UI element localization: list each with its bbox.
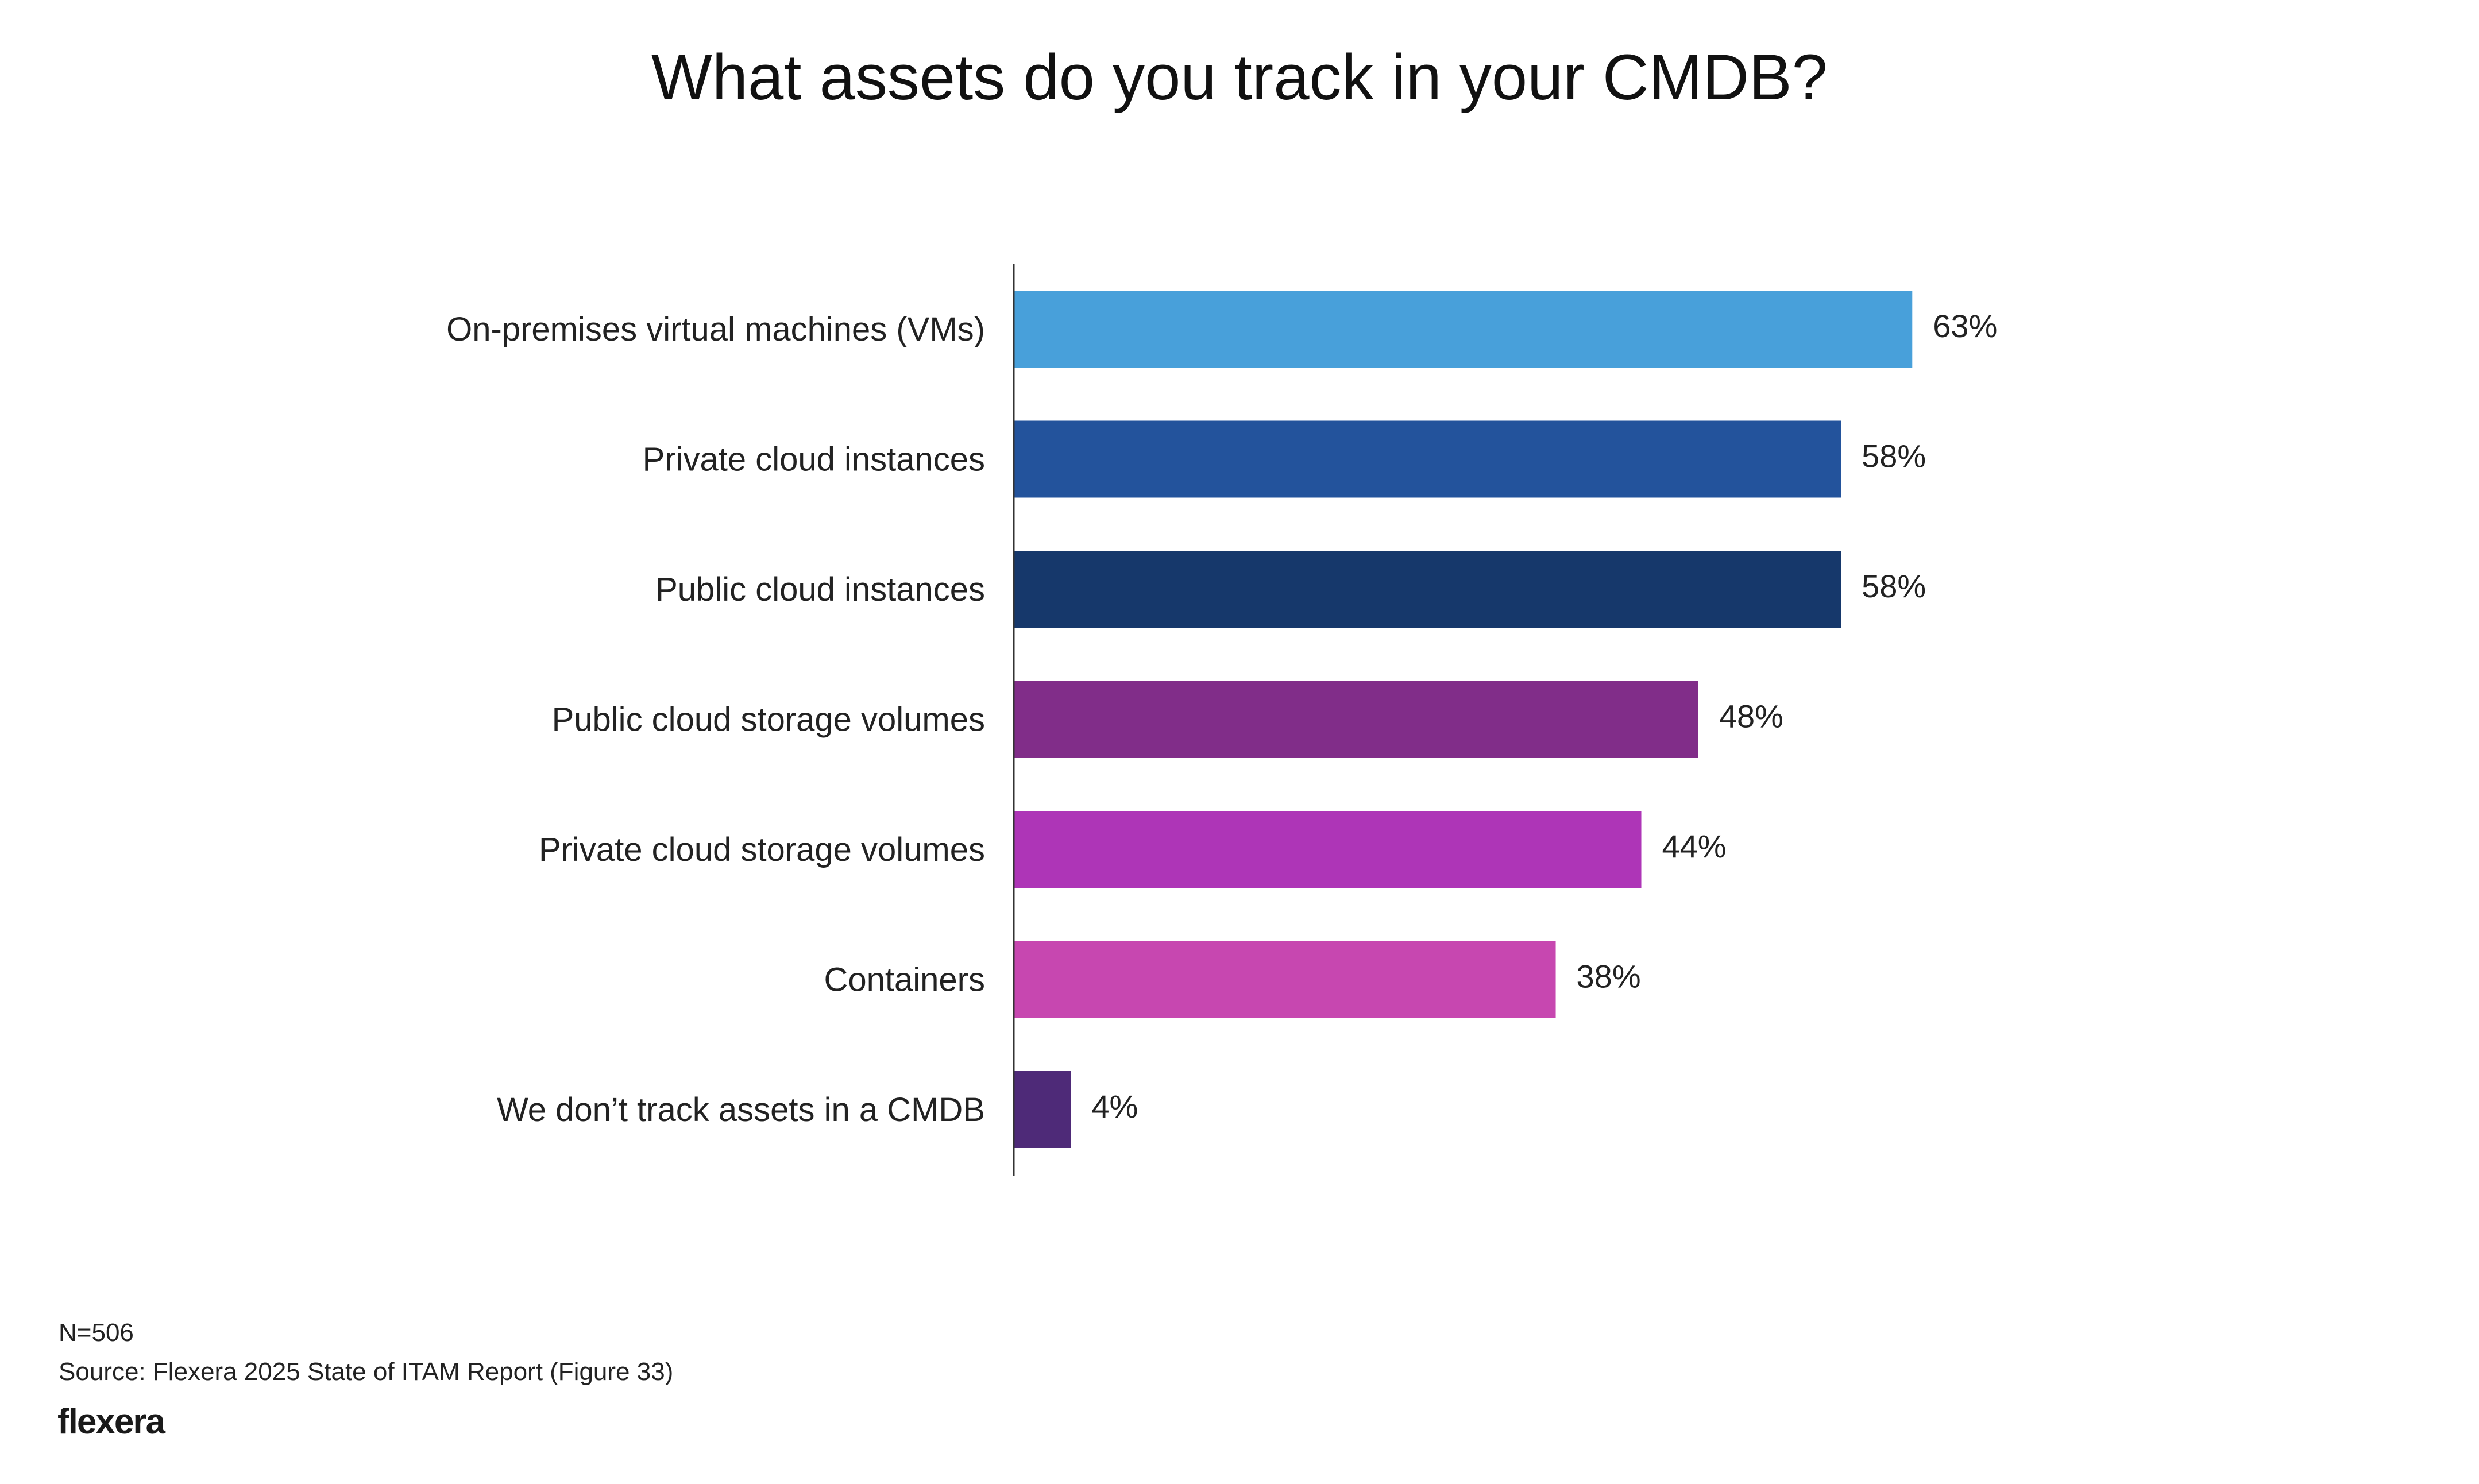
sample-size-note: N=506: [59, 1319, 134, 1347]
bar: [1014, 811, 1642, 888]
category-label: Public cloud storage volumes: [552, 701, 985, 739]
value-label: 44%: [1662, 828, 1727, 864]
chart-title: What assets do you track in your CMDB?: [651, 41, 1828, 113]
bar: [1014, 681, 1698, 758]
category-label: Private cloud storage volumes: [539, 831, 985, 868]
bar: [1014, 291, 1913, 368]
value-label: 63%: [1933, 308, 1997, 344]
value-label: 38%: [1577, 959, 1641, 995]
value-label: 58%: [1862, 568, 1926, 604]
category-label: Containers: [824, 961, 985, 999]
bar: [1014, 420, 1841, 498]
value-label: 58%: [1862, 438, 1926, 474]
source-note: Source: Flexera 2025 State of ITAM Repor…: [59, 1358, 674, 1386]
bar: [1014, 941, 1556, 1018]
category-label: Private cloud instances: [643, 441, 985, 478]
value-label: 48%: [1719, 698, 1783, 735]
category-label: We don’t track assets in a CMDB: [497, 1091, 985, 1129]
flexera-logo: flexera: [57, 1402, 165, 1442]
value-label: 4%: [1091, 1088, 1138, 1124]
bar: [1014, 1071, 1071, 1148]
bar: [1014, 551, 1841, 628]
category-label: On-premises virtual machines (VMs): [446, 311, 985, 348]
category-label: Public cloud instances: [655, 571, 985, 608]
